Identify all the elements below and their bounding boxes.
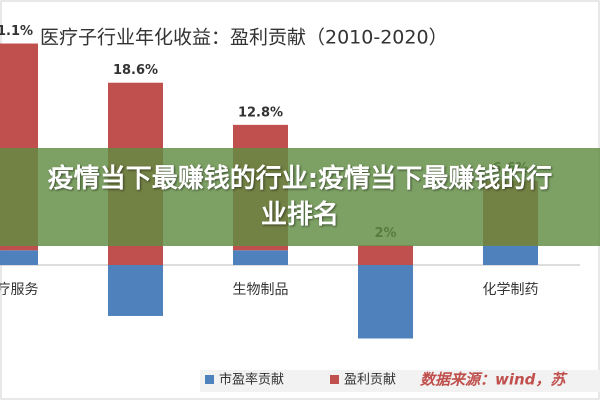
x-tick-label: 化学制药 <box>483 282 539 298</box>
bar <box>233 250 288 265</box>
chart-title: 医疗子行业年化收益：盈利贡献（2010-2020） <box>40 27 448 49</box>
banner-text: 疫情当下最赚钱的行业:疫情当下最赚钱的行业排名 <box>47 164 553 230</box>
legend-swatch <box>330 375 339 384</box>
value-label: 12.8% <box>238 105 283 120</box>
legend-label: 盈利贡献 <box>344 373 396 388</box>
legend-label: 市盈率贡献 <box>219 372 284 388</box>
bar <box>0 250 38 265</box>
source-note: 数据来源：wind，苏 <box>420 371 568 389</box>
bar <box>358 265 413 339</box>
bar <box>108 265 163 316</box>
banner: 疫情当下最赚钱的行业:疫情当下最赚钱的行业排名 <box>0 148 600 246</box>
bar <box>358 245 413 265</box>
legend-swatch <box>205 375 214 384</box>
x-tick-label: 医疗服务 <box>0 282 39 298</box>
bar <box>483 245 538 265</box>
value-label: 18.6% <box>113 63 158 78</box>
legend-box <box>200 370 600 392</box>
x-tick-label: 生物制品 <box>233 282 289 298</box>
value-label: 21.1% <box>0 24 33 39</box>
